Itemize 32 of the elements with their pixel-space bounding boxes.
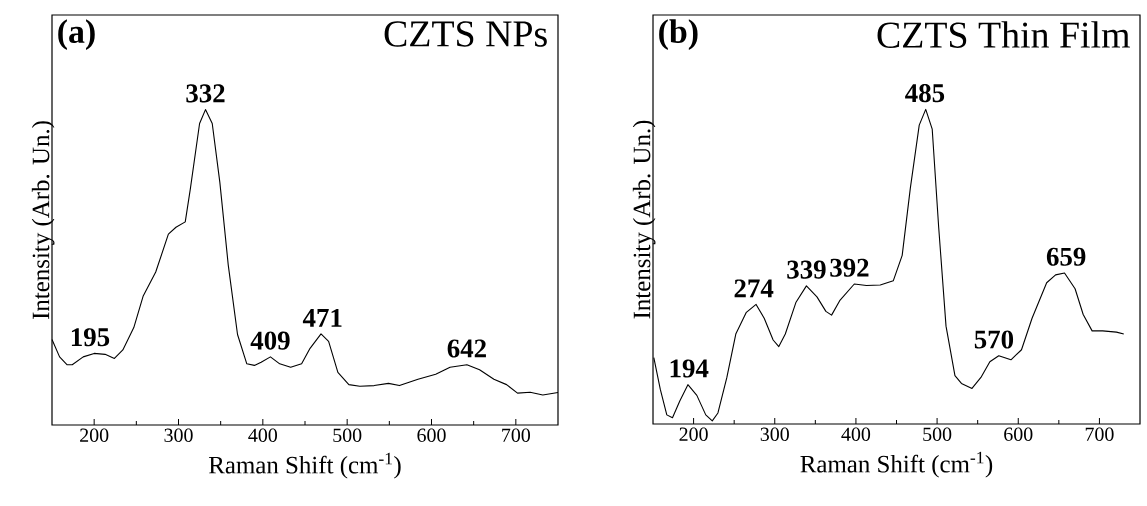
annotation: 195 (71, 328, 110, 347)
x-tick-label: 200 (80, 428, 109, 442)
annotation: 274 (734, 279, 774, 298)
x-tick-label: 600 (1004, 427, 1033, 441)
x-tick-label: 400 (841, 427, 871, 441)
chart-title: CZTS Thin Film (877, 21, 1130, 48)
y-axis-title: Intensity (Arb. Un.) (632, 120, 656, 319)
text: (a) (58, 19, 95, 50)
x-tick-label: 700 (502, 428, 531, 442)
chart-title: CZTS NPs (384, 21, 547, 47)
annotation: 659 (1046, 247, 1086, 266)
annotation: 642 (447, 339, 486, 358)
x-tick-label: 300 (164, 428, 193, 442)
annotation: 471 (302, 308, 342, 327)
y-axis-title: Intensity (Arb. Un.) (31, 121, 55, 320)
annotation: 570 (974, 330, 1014, 349)
x-tick-label: 500 (923, 427, 952, 441)
text: (b) (659, 19, 698, 50)
x-tick-label: 700 (1085, 427, 1114, 441)
annotation: 339 (787, 260, 826, 279)
x-tick-label: 400 (248, 428, 278, 442)
annotation: 409 (250, 331, 290, 350)
annotation: 332 (186, 84, 225, 103)
annotation: 485 (905, 84, 945, 103)
x-axis-title: Raman Shift (cm$^{-1}$) (208, 452, 401, 479)
x-tick-label: 200 (679, 427, 708, 441)
x-tick-label: 600 (417, 428, 446, 442)
annotation: 392 (830, 258, 869, 277)
annotation: 194 (670, 359, 709, 378)
x-tick-label: 300 (760, 427, 789, 441)
x-tick-label: 500 (333, 428, 362, 442)
x-axis-title: Raman Shift (cm$^{-1}$) (800, 451, 993, 478)
